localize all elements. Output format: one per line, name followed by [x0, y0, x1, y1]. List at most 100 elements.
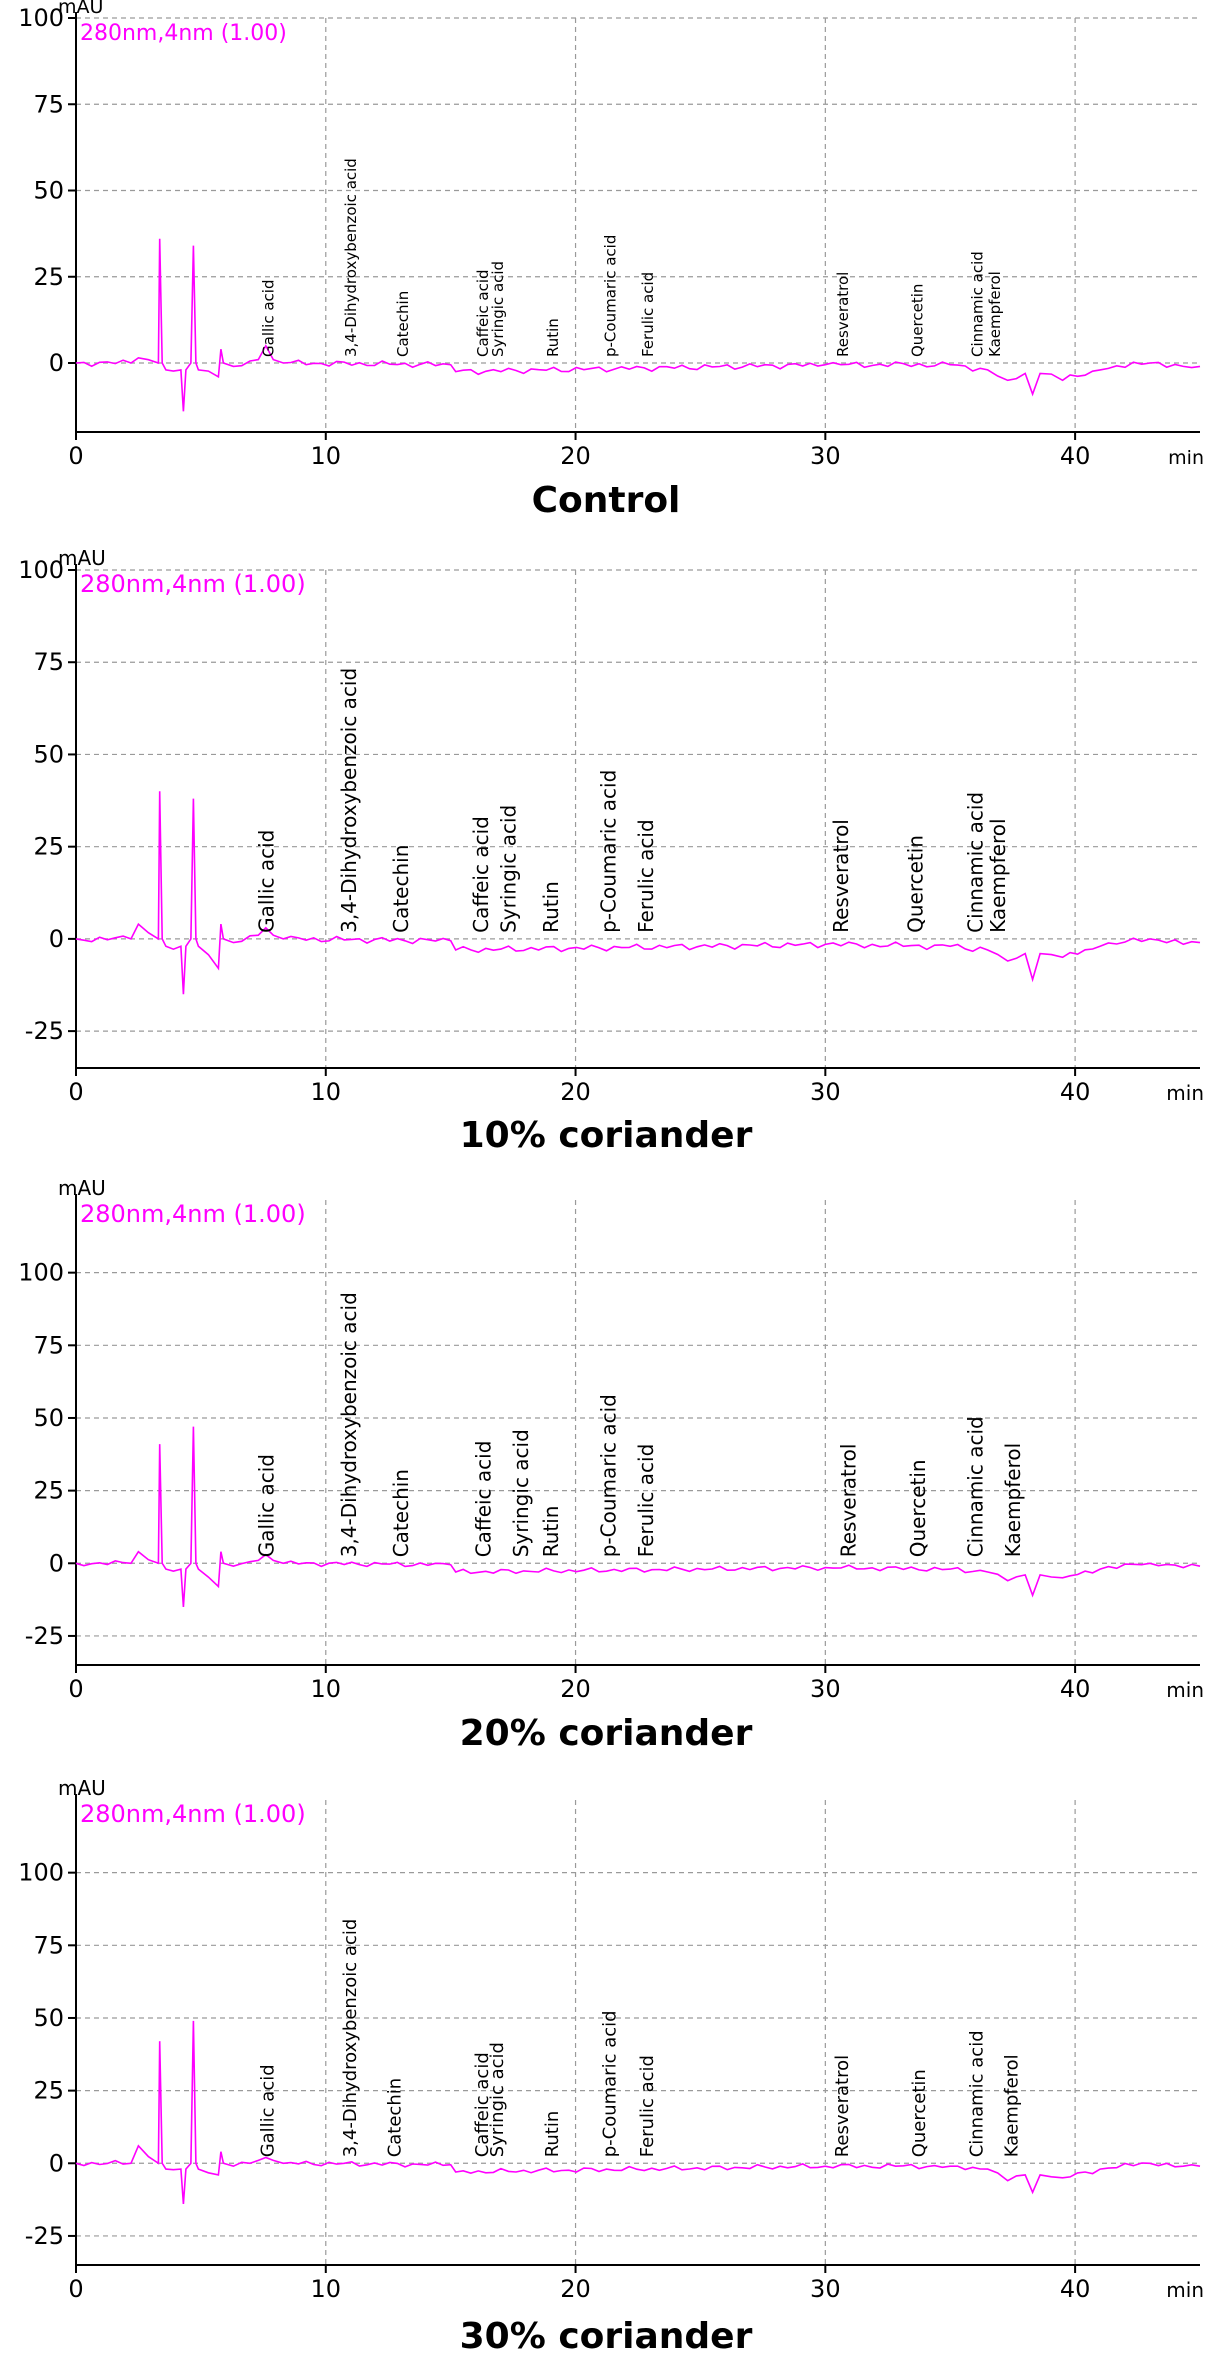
peak-annotation: Quercetin	[906, 1459, 930, 1557]
peak-annotation: Rutin	[539, 1506, 563, 1558]
peak-annotation: Catechin	[389, 1469, 413, 1557]
y-tick-label: 25	[33, 833, 64, 861]
peak-annotation: 3,4-Dihydroxybenzoic acid	[337, 668, 361, 933]
x-tick-label: 20	[560, 1675, 591, 1703]
y-tick-label: 50	[33, 1404, 64, 1432]
peak-annotation: Resveratrol	[832, 2055, 853, 2157]
x-tick-label: 40	[1060, 2275, 1091, 2303]
x-tick-label: 20	[560, 2275, 591, 2303]
peak-annotation: Resveratrol	[829, 819, 853, 933]
x-axis-label: min	[1166, 2278, 1204, 2302]
peak-annotation: Gallic acid	[254, 830, 278, 933]
peak-annotation: Rutin	[542, 2111, 563, 2158]
x-tick-label: 0	[68, 442, 83, 470]
peak-annotation: Catechin	[389, 845, 413, 933]
y-tick-label: 0	[49, 2149, 64, 2177]
y-tick-label: 75	[33, 1931, 64, 1959]
x-tick-label: 30	[810, 1078, 841, 1106]
peak-annotation: Gallic acid	[254, 1454, 278, 1557]
x-tick-label: 10	[311, 1078, 342, 1106]
peak-annotation: 3,4-Dihydroxybenzoic acid	[340, 1919, 361, 2158]
x-tick-label: 0	[68, 1675, 83, 1703]
peak-annotation: Ferulic acid	[634, 1444, 658, 1558]
peak-annotation: Catechin	[385, 2078, 406, 2157]
trace-label: 280nm,4nm (1.00)	[80, 21, 287, 46]
x-tick-label: 20	[560, 1078, 591, 1106]
peak-annotation: Rutin	[539, 881, 563, 933]
peak-annotation: Cinnamic acid	[969, 251, 987, 357]
peak-annotation: p-Coumaric acid	[602, 235, 620, 357]
peak-annotation: Rutin	[544, 318, 562, 357]
peak-annotation: Resveratrol	[834, 272, 852, 357]
peak-annotation: Syringic acid	[509, 1429, 533, 1557]
y-tick-label: 0	[49, 349, 64, 377]
panel-caption: 30% coriander	[460, 2316, 753, 2357]
x-tick-label: 40	[1060, 442, 1091, 470]
peak-annotation: p-Coumaric acid	[600, 2010, 621, 2157]
peak-annotation: 3,4-Dihydroxybenzoic acid	[342, 158, 360, 357]
x-tick-label: 0	[68, 1078, 83, 1106]
peak-annotation: Caffeic acid	[469, 816, 493, 933]
y-tick-label: 75	[33, 648, 64, 676]
y-tick-label: 50	[33, 740, 64, 768]
x-tick-label: 0	[68, 2275, 83, 2303]
peak-annotation: Gallic acid	[257, 2064, 278, 2157]
x-axis-label: min	[1166, 1678, 1204, 1702]
x-tick-label: 10	[311, 442, 342, 470]
chart-panel-2: -25 0 25 50 75 100 0 10 20 30 40 mAU min 280nm,4nm (1…	[18, 546, 1204, 1156]
y-axis-label: mAU	[58, 1176, 106, 1200]
peak-annotation: Quercetin	[909, 2069, 930, 2157]
y-axis-label: mAU	[58, 0, 103, 18]
series-line	[75, 2020, 1201, 2205]
x-tick-label: 10	[311, 2275, 342, 2303]
y-tick-label: 25	[33, 263, 64, 291]
y-tick-label: 100	[18, 4, 64, 32]
y-tick-label: -25	[25, 1017, 64, 1045]
peak-annotation: Quercetin	[909, 284, 927, 357]
trace-label: 280nm,4nm (1.00)	[80, 1800, 306, 1828]
peak-annotation: Caffeic acid	[474, 269, 492, 357]
x-axis-label: min	[1166, 1081, 1204, 1105]
peak-annotation: 3,4-Dihydroxybenzoic acid	[337, 1292, 361, 1557]
y-tick-label: 100	[18, 1859, 64, 1887]
y-tick-label: 100	[18, 556, 64, 584]
y-axis-label: mAU	[58, 546, 106, 570]
y-tick-label: 0	[49, 1549, 64, 1577]
peak-annotation: p-Coumaric acid	[597, 770, 621, 933]
peak-annotation: Resveratrol	[836, 1444, 860, 1558]
chart-panel-1: 0 25 50 75 100 0 10 20 30 40 mAU min 280nm,4nm (1.00…	[18, 0, 1204, 521]
peak-annotation: Cinnamic acid	[967, 2030, 988, 2157]
x-axis-label: min	[1168, 447, 1204, 469]
x-tick-label: 30	[810, 442, 841, 470]
peak-annotation: Syringic acid	[489, 261, 507, 357]
peak-annotation: Quercetin	[904, 835, 928, 933]
y-tick-label: 25	[33, 1477, 64, 1505]
x-tick-label: 10	[311, 1675, 342, 1703]
peak-annotation: Gallic acid	[259, 280, 277, 357]
y-tick-label: 50	[33, 177, 64, 205]
peak-annotation: Ferulic acid	[639, 272, 657, 357]
x-tick-label: 30	[810, 1675, 841, 1703]
y-tick-label: 25	[33, 2077, 64, 2105]
x-tick-label: 40	[1060, 1078, 1091, 1106]
series-line	[75, 1426, 1201, 1607]
y-tick-label: -25	[25, 2222, 64, 2250]
y-tick-label: 50	[33, 2004, 64, 2032]
peak-annotation: Kaempferol	[1001, 1443, 1025, 1557]
peak-annotation: Catechin	[394, 291, 412, 357]
series-line	[75, 791, 1201, 995]
peak-annotation: Syringic acid	[487, 2042, 508, 2157]
peak-annotation: Caffeic acid	[472, 1441, 496, 1558]
peak-annotation: Kaempferol	[1002, 2054, 1023, 2157]
y-axis-label: mAU	[58, 1776, 106, 1800]
peak-annotation: Cinnamic acid	[964, 792, 988, 933]
peak-annotation: Cinnamic acid	[964, 1416, 988, 1557]
peak-annotation: Kaempferol	[986, 271, 1004, 357]
y-tick-label: 100	[18, 1259, 64, 1287]
series-line	[75, 238, 1201, 412]
y-tick-label: 75	[33, 90, 64, 118]
peak-annotation: p-Coumaric acid	[597, 1394, 621, 1557]
peak-annotation: Ferulic acid	[637, 2055, 658, 2157]
